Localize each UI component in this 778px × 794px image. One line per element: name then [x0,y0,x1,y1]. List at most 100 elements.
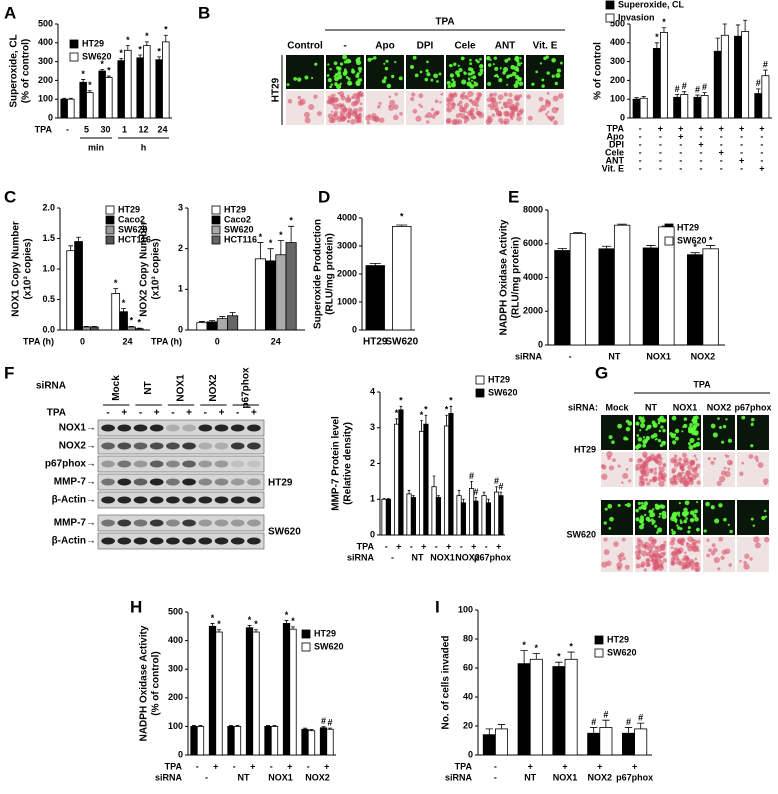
cell-dot [351,96,354,100]
significance-mark: # [321,716,326,726]
y-tick-label: 3 [178,202,183,212]
cell-dot [694,565,701,572]
cell-dot [433,73,438,79]
legend-label: HT29 [314,628,336,638]
bar [74,241,83,331]
row-cell: - [485,541,488,551]
cell-dot [652,538,657,544]
cell-dot [350,118,356,125]
cell-dot [462,91,466,95]
blot-band [166,460,180,468]
cell-dot [645,561,651,568]
row-cell: - [679,163,682,173]
cell-dot [739,559,742,563]
cell-dot [339,82,342,86]
cell-dot [658,512,662,516]
cell-dot [601,561,608,568]
y-tick-label: 2.0 [42,202,55,212]
cell-dot [712,432,718,438]
cell-dot [458,67,463,72]
cell-dot [675,521,678,524]
bar [410,497,417,536]
cell-dot [492,63,495,66]
error-bar [68,97,73,100]
cell-dot [616,566,622,571]
y-tick-label: 500 [38,18,53,28]
y-axis-label: NOX1 Copy Number [11,221,22,317]
cell-dot [491,113,496,117]
cell-dot [486,56,491,61]
legend-label: SW620 [118,224,148,234]
cell-dot [516,62,521,67]
error-bar [217,629,221,633]
y-tick-label: 1.5 [42,233,55,243]
cell-dot [720,470,727,476]
cell-dot [761,515,766,521]
row-cell: - [700,155,703,165]
cell-dot [447,108,450,112]
cell-dot [670,556,676,562]
treatment-cell: - [106,408,109,419]
cell-dot [679,480,684,484]
bar [639,97,648,119]
blot-band [182,537,196,545]
blot-band [247,460,261,468]
error-bar [382,498,386,500]
cell-dot [677,514,681,517]
blot-band [117,442,132,450]
cell-dot [504,105,508,108]
cell-dot [621,537,626,542]
significance-mark: # [702,82,707,92]
bar [761,75,770,119]
cell-dot [655,437,658,441]
significance-mark: * [164,25,168,35]
cell-dot [499,67,502,70]
cell-dot [471,79,474,82]
y-axis-label: Superoxide, CL [9,34,20,107]
cell-dot [449,73,455,78]
error-bar [266,725,270,727]
cell-dot [356,72,360,76]
error-bar [705,245,716,249]
cell-dot [606,451,613,458]
cell-dot [612,458,616,463]
y-tick-label: 100 [610,94,625,104]
row-cell: + [471,541,476,551]
cell-dot [418,103,422,107]
y-tick-label: 4000 [523,272,543,282]
cell-dot [687,464,693,470]
cell-dot [330,110,334,114]
legend-label: SW620 [488,387,518,397]
error-bar [277,240,284,255]
bar [98,70,106,119]
fluorescence-image [703,415,735,450]
cell-dot [487,117,493,123]
row-cell: NOX2 [691,351,716,361]
bar [741,31,750,119]
row-cell: 24 [122,336,132,346]
cell-dot [520,62,523,65]
cell-dot [338,91,345,97]
row-cell: + [759,123,764,133]
cell-dot [671,440,677,445]
cell-dot [439,100,442,104]
cell-dot [639,524,644,530]
row-cell: - [270,761,273,771]
error-bar [192,725,196,727]
cell-dot [489,92,493,96]
y-axis-label: (RLU/mg protein) [511,237,522,319]
error-bar [254,629,258,633]
cell-dot [467,110,473,117]
cell-dot [345,58,351,64]
bar [529,658,543,756]
cell-dot [460,93,464,98]
y-axis-label: (% of control) [151,651,162,715]
cell-dot [337,70,342,75]
cell-dot [671,561,676,566]
y-axis-label: (% of control) [21,39,32,103]
row-cell: + [658,123,663,133]
blot-band [166,496,180,504]
error-bar [328,727,332,730]
legend-label: HT29 [677,222,699,232]
